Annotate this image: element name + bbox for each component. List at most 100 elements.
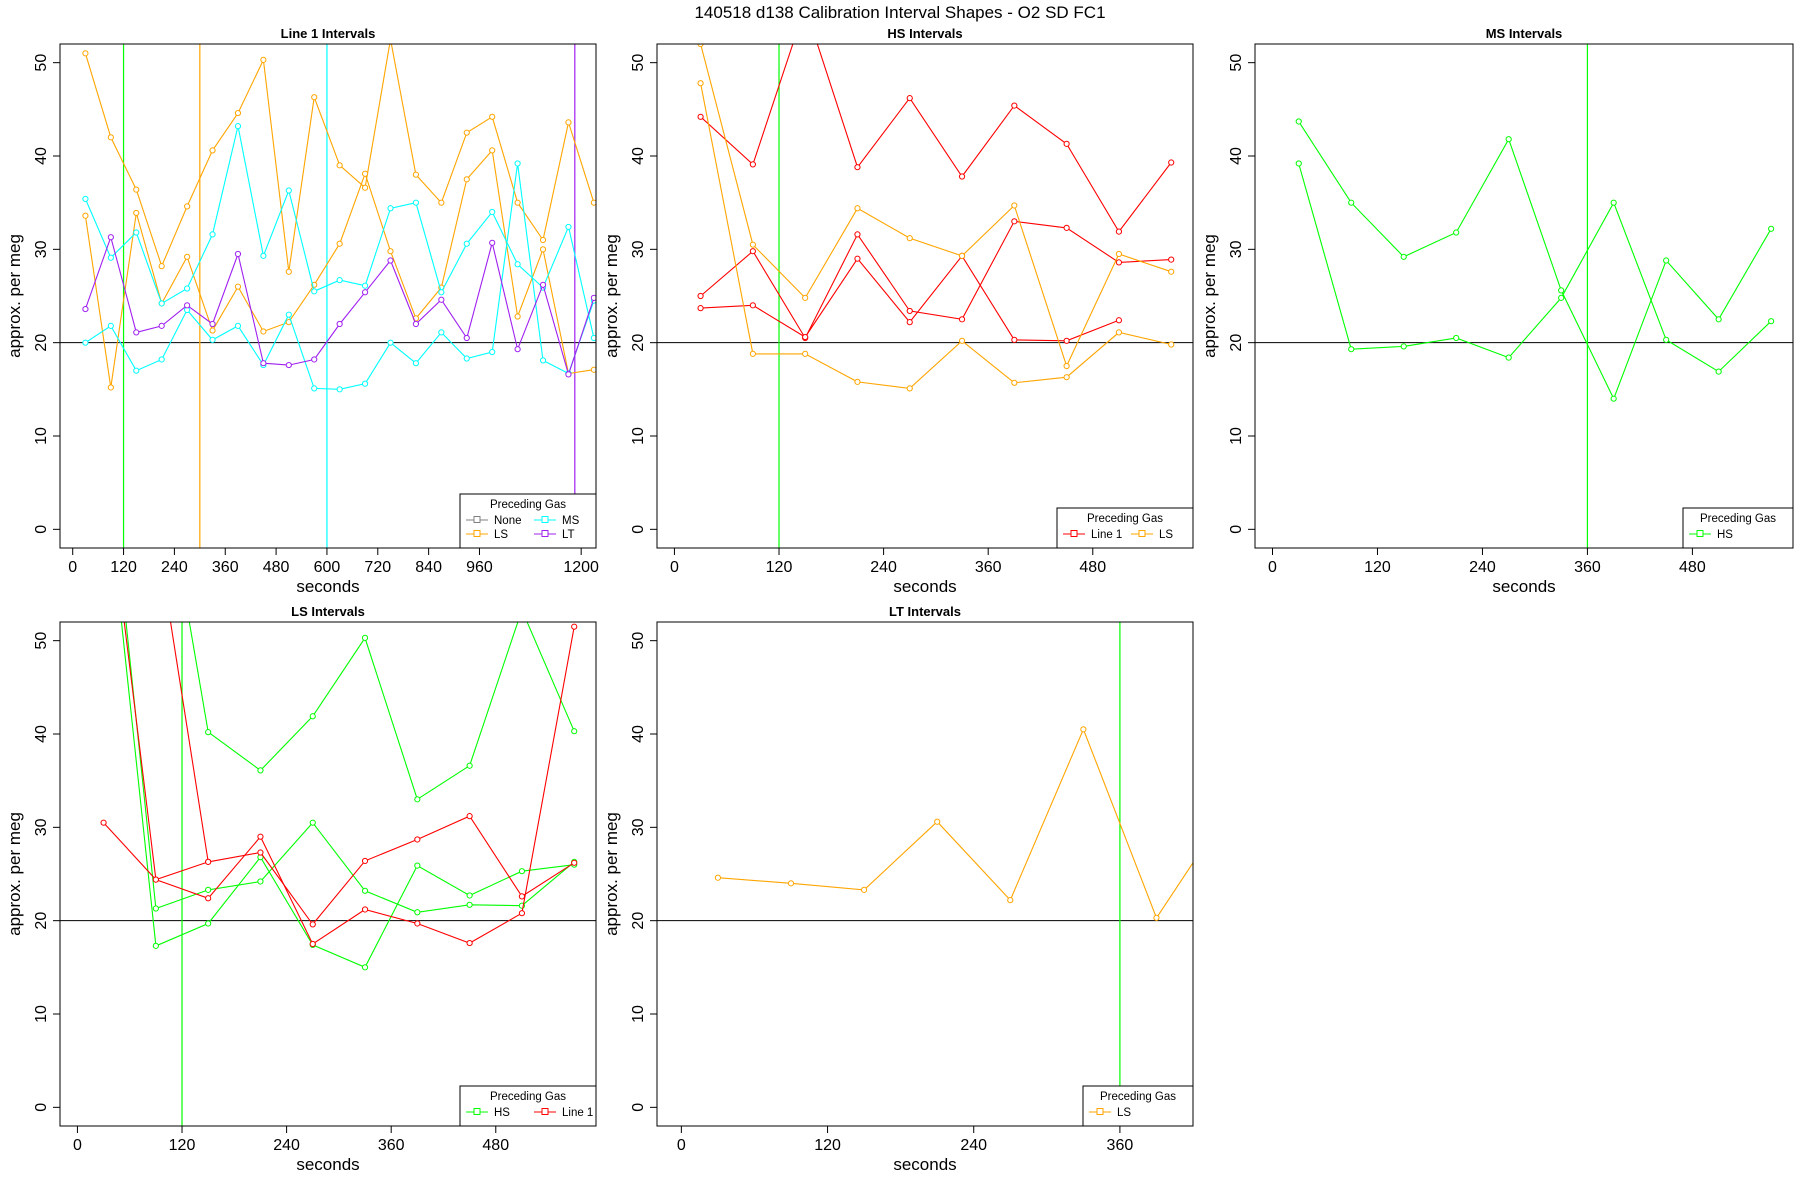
data-point [234,322,242,329]
x-tick-label: 480 [482,1137,509,1154]
y-tick-label: 20 [33,334,50,352]
data-point [234,250,242,258]
data-point [1768,318,1775,325]
panel-title: MS Intervals [1486,26,1563,41]
data-point [697,292,704,300]
data-point [1115,329,1123,336]
data-point [234,109,242,117]
x-tick-label: 360 [378,1137,405,1154]
data-point [1505,354,1512,361]
legend: Preceding Gas HS Line 1 [459,1085,597,1127]
y-tick-label: 0 [630,1103,647,1112]
y-tick-label: 30 [630,240,647,258]
data-point [285,361,292,369]
legend-entry-label: HS [494,1107,510,1119]
data-point [1011,379,1018,386]
x-tick-label: 120 [814,1137,841,1154]
data-point [101,405,106,410]
data-point [158,322,165,329]
data-point [152,876,159,883]
series-line [700,44,1172,233]
data-point [854,231,861,238]
panels-container: Line 1 Intervals 0 10 20 30 40 50 0 120 240 360 480… [5,26,1794,1174]
y-tick-label: 10 [33,1005,50,1023]
legend: Preceding Gas None LS MS LT [459,493,597,549]
data-point [466,901,473,908]
data-point [414,862,421,869]
legend-title: Preceding Gas [1100,1091,1176,1103]
data-point [958,252,966,259]
data-point [1558,287,1565,294]
data-point [802,350,809,357]
data-point [749,241,756,248]
data-point [414,909,421,916]
y-tick-label: 10 [1228,427,1245,445]
legend-title: Preceding Gas [1700,513,1776,525]
series-line [125,622,575,913]
x-tick-label: 720 [364,559,391,576]
series-line [103,626,575,945]
data-point [1063,374,1070,381]
data-point [361,282,369,289]
data-point [82,195,89,203]
data-point [361,170,369,177]
legend-swatch-marker [473,1108,481,1115]
data-point [906,307,913,315]
data-point [1115,317,1123,324]
data-point [438,329,445,336]
legend-swatch-marker [1070,530,1078,537]
panel-title: LT Intervals [889,604,961,619]
data-point [463,240,470,247]
data-point [1011,218,1018,225]
data-point [438,289,445,296]
data-point [514,160,521,167]
data-point [412,199,420,206]
x-tick-label: 240 [161,559,188,576]
data-point [1295,118,1302,125]
data-point [518,893,526,900]
data-point [1153,914,1160,921]
data-point [1348,199,1355,206]
data-point [518,910,526,917]
y-axis-label: approx. per meg [5,234,24,358]
legend-swatch-marker [1096,1108,1104,1115]
x-tick-label: 480 [1679,559,1706,576]
data-point [205,729,212,736]
x-tick-label: 0 [677,1137,686,1154]
x-tick-label: 240 [1469,559,1496,576]
y-tick-label: 50 [630,632,647,650]
data-point [260,328,267,335]
data-point [82,305,89,313]
data-point [1063,224,1070,231]
data-point [1227,805,1232,810]
data-point [107,254,114,261]
data-point [514,261,521,268]
legend-box [1056,507,1194,549]
data-point [1011,102,1018,109]
data-point [260,252,267,259]
data-point [489,147,496,154]
legend-entry-label: LS [494,529,508,541]
x-axis-label: seconds [296,577,359,596]
y-tick-label: 50 [1228,54,1245,72]
data-point [539,246,547,253]
data-point [802,333,809,341]
data-point [1558,294,1565,301]
data-point [1168,268,1175,275]
data-point [749,350,756,357]
data-point [518,868,526,875]
series-line [123,622,575,926]
legend-swatch-marker [541,530,549,537]
legend-box [459,1085,597,1127]
x-tick-label: 360 [1574,559,1601,576]
x-tick-label: 120 [169,1137,196,1154]
plot-area [1255,44,1793,548]
data-point [1063,362,1070,370]
legend-entry-label: MS [562,515,580,527]
legend-swatch-marker [473,516,481,523]
plot-frame [1254,43,1794,549]
data-point [205,920,212,927]
data-point [1400,343,1407,350]
y-tick-label: 0 [33,1103,50,1112]
